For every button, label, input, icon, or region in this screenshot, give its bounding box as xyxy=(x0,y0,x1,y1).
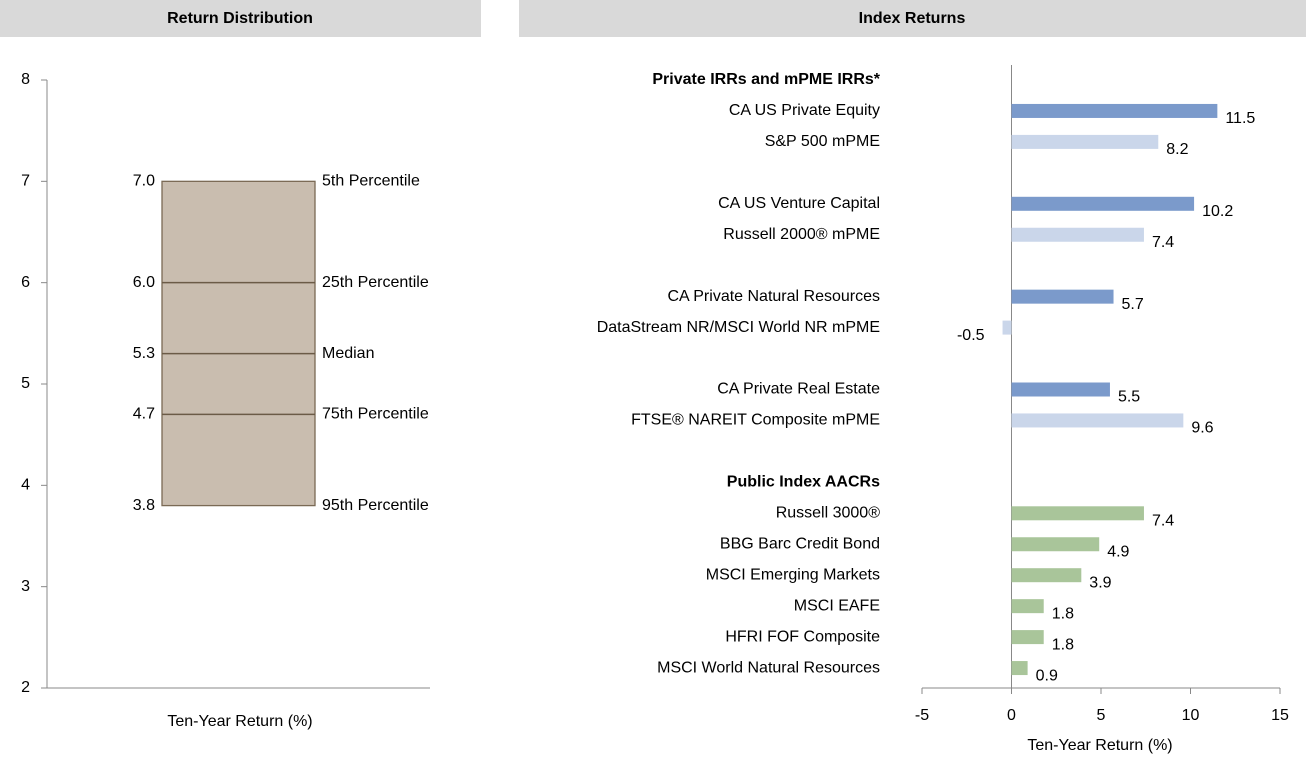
value-label: 11.5 xyxy=(1225,110,1255,127)
y-tick-label: 5 xyxy=(21,375,30,392)
category-label: MSCI World Natural Resources xyxy=(657,659,880,676)
y-tick-label: 2 xyxy=(21,679,30,696)
bar xyxy=(1011,661,1028,676)
y-tick-label: 4 xyxy=(21,477,30,494)
panel-header xyxy=(519,0,1306,37)
category-label: Russell 2000® mPME xyxy=(723,226,880,243)
value-label: 4.7 xyxy=(133,406,155,423)
panel-header xyxy=(0,0,481,37)
category-label: S&P 500 mPME xyxy=(765,133,880,150)
x-tick-label: 10 xyxy=(1182,707,1200,724)
bar xyxy=(1011,196,1195,211)
value-label: 8.2 xyxy=(1166,141,1188,158)
bar xyxy=(1011,382,1110,397)
y-tick-label: 6 xyxy=(21,274,30,291)
category-label: MSCI EAFE xyxy=(794,597,880,614)
bar xyxy=(1011,103,1218,118)
y-tick-label: 3 xyxy=(21,578,30,595)
x-axis-title: Ten-Year Return (%) xyxy=(1027,737,1172,754)
bar xyxy=(1002,320,1012,335)
bar xyxy=(1011,134,1159,149)
category-label: CA Private Natural Resources xyxy=(667,288,880,305)
value-label: 5.3 xyxy=(133,345,155,362)
bar xyxy=(1011,599,1044,614)
percentile-label: 5th Percentile xyxy=(322,173,420,190)
value-label: 4.9 xyxy=(1107,543,1129,560)
value-label: 7.4 xyxy=(1152,513,1174,530)
value-label: -0.5 xyxy=(957,327,985,344)
value-label: 1.8 xyxy=(1052,605,1074,622)
value-label: 0.9 xyxy=(1036,667,1058,684)
x-axis-title: Ten-Year Return (%) xyxy=(167,713,312,730)
category-label: CA US Venture Capital xyxy=(718,195,880,212)
x-tick-label: -5 xyxy=(915,707,929,724)
value-label: 7.4 xyxy=(1152,234,1174,251)
x-tick-label: 0 xyxy=(1007,707,1016,724)
y-tick-label: 7 xyxy=(21,173,30,190)
value-label: 9.6 xyxy=(1191,420,1213,437)
percentile-label: Median xyxy=(322,345,374,362)
category-label: CA Private Real Estate xyxy=(717,381,880,398)
percentile-label: 25th Percentile xyxy=(322,274,429,291)
bar xyxy=(1011,227,1144,242)
box xyxy=(161,180,316,507)
value-label: 3.9 xyxy=(1089,574,1111,591)
value-label: 7.0 xyxy=(133,173,155,190)
value-label: 3.8 xyxy=(133,497,155,514)
category-label: Private IRRs and mPME IRRs* xyxy=(652,71,880,88)
bar xyxy=(1011,506,1144,521)
category-label: HFRI FOF Composite xyxy=(725,628,880,645)
value-label: 5.7 xyxy=(1122,296,1144,313)
value-label: 6.0 xyxy=(133,274,155,291)
category-label: BBG Barc Credit Bond xyxy=(720,535,880,552)
bar xyxy=(1011,568,1082,583)
category-label: CA US Private Equity xyxy=(729,102,880,119)
percentile-label: 75th Percentile xyxy=(322,406,429,423)
y-tick-label: 8 xyxy=(21,71,30,88)
chart-title: Index Returns xyxy=(859,10,966,27)
category-label: Public Index AACRs xyxy=(727,474,880,491)
chart-title: Return Distribution xyxy=(167,10,313,27)
category-label: DataStream NR/MSCI World NR mPME xyxy=(597,319,880,336)
x-tick-label: 15 xyxy=(1271,707,1289,724)
category-label: Russell 3000® xyxy=(776,505,881,522)
bar xyxy=(1011,289,1114,304)
x-tick-label: 5 xyxy=(1097,707,1106,724)
value-label: 1.8 xyxy=(1052,636,1074,653)
category-label: MSCI Emerging Markets xyxy=(706,566,880,583)
percentile-label: 95th Percentile xyxy=(322,497,429,514)
value-label: 10.2 xyxy=(1202,203,1233,220)
bar xyxy=(1011,537,1100,552)
bar xyxy=(1011,630,1044,645)
bar xyxy=(1011,413,1184,428)
value-label: 5.5 xyxy=(1118,389,1140,406)
category-label: FTSE® NAREIT Composite mPME xyxy=(631,412,880,429)
